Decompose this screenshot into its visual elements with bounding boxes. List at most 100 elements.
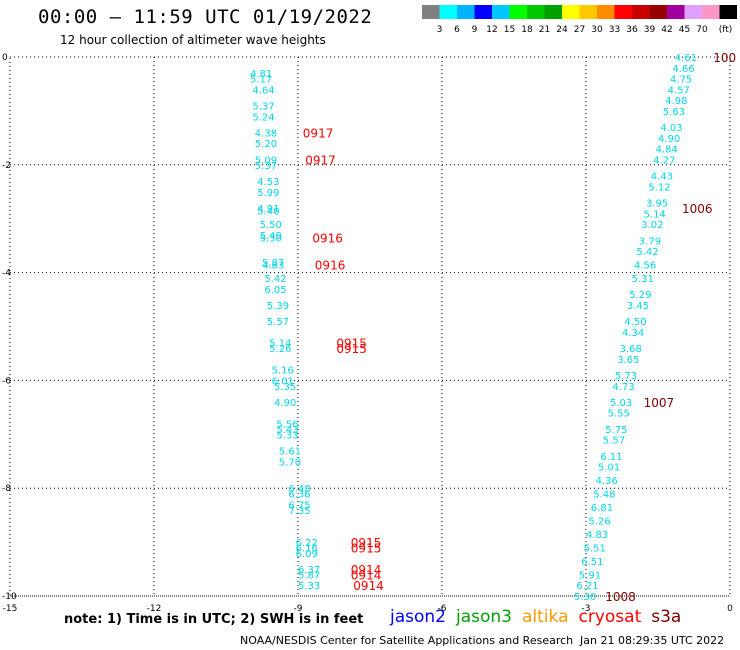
- wave-height-label: 5.09: [255, 155, 277, 166]
- wave-height-label: 3.45: [627, 301, 649, 312]
- legend-swatch: [422, 5, 440, 19]
- legend-tick-label: 9: [472, 25, 478, 35]
- wave-height-label: 3.95: [646, 199, 668, 210]
- legend-tick-label: 15: [504, 25, 515, 35]
- legend-swatch: [562, 5, 580, 19]
- wave-height-label: 5.29: [629, 290, 651, 301]
- legend-swatch: [702, 5, 720, 19]
- mission-legend: jason2 jason3 altika cryosat s3a: [390, 607, 691, 627]
- wave-height-label: 4.75: [670, 75, 692, 86]
- wave-height-label: 5.14: [269, 339, 291, 350]
- legend-tick-label: 12: [486, 25, 497, 35]
- wave-height-label: 4.73: [612, 382, 634, 393]
- legend-colorbar: 3 6 9 12 15 18 21 24 27 30 33 36 39 42 45 70 (ft): [422, 5, 737, 35]
- legend-swatch: [684, 5, 702, 19]
- pass-time-label: 0916: [312, 232, 343, 246]
- legend-tick-label: (ft): [719, 25, 733, 35]
- wave-height-label: 6.36: [288, 490, 310, 501]
- wave-height-label: 4.81: [250, 69, 272, 80]
- wave-height-label: 4.83: [262, 261, 284, 272]
- wave-height-chart: -15 -12 -9 -6 -3 0 0 -2 -4 -6 -8 -10 4.815.174.64 5.…: [2, 51, 736, 614]
- chart-grid: [10, 56, 730, 597]
- pass-time-label: 1007: [644, 396, 675, 410]
- wave-height-label: 4.64: [252, 85, 274, 96]
- wave-height-label: 5.42: [264, 274, 286, 285]
- pass-time-label: 0917: [303, 126, 334, 140]
- chart-axes: -15 -12 -9 -6 -3 0 0 -2 -4 -6 -8 -10: [2, 53, 733, 614]
- legend-tick-label: 24: [556, 25, 568, 35]
- generated-timestamp: Jan 21 08:29:35 UTC 2022: [580, 634, 725, 647]
- x-tick-label: -15: [3, 604, 18, 614]
- mission-jason2: jason2: [390, 607, 446, 627]
- mission-s3a: s3a: [651, 607, 682, 627]
- wave-height-label: 5.20: [255, 139, 277, 150]
- pass-time-label: 1006: [682, 202, 713, 216]
- wave-height-label: 5.16: [272, 366, 294, 377]
- wave-height-label: 4.43: [651, 172, 673, 183]
- footnote: note: 1) Time is in UTC; 2) SWH is in fe…: [64, 612, 364, 627]
- wave-height-label: 5.51: [584, 543, 606, 554]
- wave-height-label: 4.27: [653, 155, 675, 166]
- wave-height-label: 5.43: [276, 425, 298, 436]
- wave-height-label: 5.01: [598, 463, 620, 474]
- wave-height-label: 4.90: [658, 134, 680, 145]
- legend-tick-label: 18: [521, 25, 533, 35]
- pass-time-label: 1008: [605, 590, 636, 604]
- wave-height-label: 6.75: [288, 500, 310, 511]
- wave-height-label: 5.37: [252, 102, 274, 113]
- wave-height-label: 5.31: [632, 274, 654, 285]
- x-tick-label: -9: [294, 604, 303, 614]
- wave-height-label: 6.81: [591, 503, 613, 514]
- wave-height-label: 5.24: [252, 112, 274, 123]
- wave-height-label: 5.33: [298, 581, 320, 592]
- legend-swatch: [632, 5, 650, 19]
- legend-tick-label: 70: [696, 25, 708, 35]
- wave-height-label: 5.57: [267, 317, 289, 328]
- wave-height-label: 4.03: [660, 123, 682, 134]
- wave-height-label: 6.11: [600, 452, 622, 463]
- legend-tick-label: 21: [539, 25, 550, 35]
- legend-swatch: [719, 5, 737, 19]
- wave-height-label: 5.12: [648, 182, 670, 193]
- legend-tick-label: 33: [609, 25, 620, 35]
- chart-marks: 4.815.174.645.375.244.385.205.095.374.53…: [250, 51, 736, 604]
- wave-height-label: 6.09: [296, 549, 318, 560]
- pass-time-label: 0915: [336, 342, 367, 356]
- wave-height-label: 5.37: [255, 161, 277, 172]
- legend-swatch: [579, 5, 597, 19]
- wave-height-label: 4.34: [622, 328, 644, 339]
- pass-time-label: 0914: [353, 579, 384, 593]
- legend-tick-label: 6: [454, 25, 460, 35]
- x-tick-label: -12: [147, 604, 162, 614]
- wave-height-label: 5.42: [636, 247, 658, 258]
- credit-text: NOAA/NESDIS Center for Satellite Applica…: [240, 634, 574, 647]
- wave-height-label: 4.91: [257, 204, 279, 215]
- pass-time-label: 0917: [305, 153, 336, 167]
- legend-tick-label: 3: [437, 25, 443, 35]
- wave-height-label: 6.48: [288, 484, 310, 495]
- pass-time-label: 0914: [351, 568, 382, 582]
- plot-frame: [9, 56, 731, 597]
- y-tick-label: -6: [2, 376, 11, 386]
- legend-swatch: [544, 5, 562, 19]
- wave-height-label: 6.21: [576, 581, 598, 592]
- wave-height-label: 4.61: [675, 53, 697, 64]
- wave-height-label: 5.56: [276, 420, 298, 431]
- wave-height-label: 6.37: [298, 565, 320, 576]
- pass-time-label: 0916: [315, 259, 346, 273]
- legend-tick-label: 45: [679, 25, 690, 35]
- wave-height-label: 5.50: [260, 220, 282, 231]
- wave-height-label: 4.36: [596, 476, 618, 487]
- legend-swatch: [492, 5, 510, 19]
- wave-height-label: 5.57: [603, 436, 625, 447]
- pass-time-label: 100: [713, 51, 736, 65]
- legend-tick-label: 30: [591, 25, 603, 35]
- wave-height-label: 5.39: [267, 301, 289, 312]
- wave-height-label: 4.38: [255, 128, 277, 139]
- wave-height-label: 6.16: [296, 543, 318, 554]
- wave-height-label: 5.49: [260, 231, 282, 242]
- mission-cryosat: cryosat: [578, 607, 642, 627]
- wave-height-label: 5.55: [608, 409, 630, 420]
- wave-height-label: 4.66: [672, 64, 694, 75]
- wave-height-label: 7.35: [288, 506, 310, 517]
